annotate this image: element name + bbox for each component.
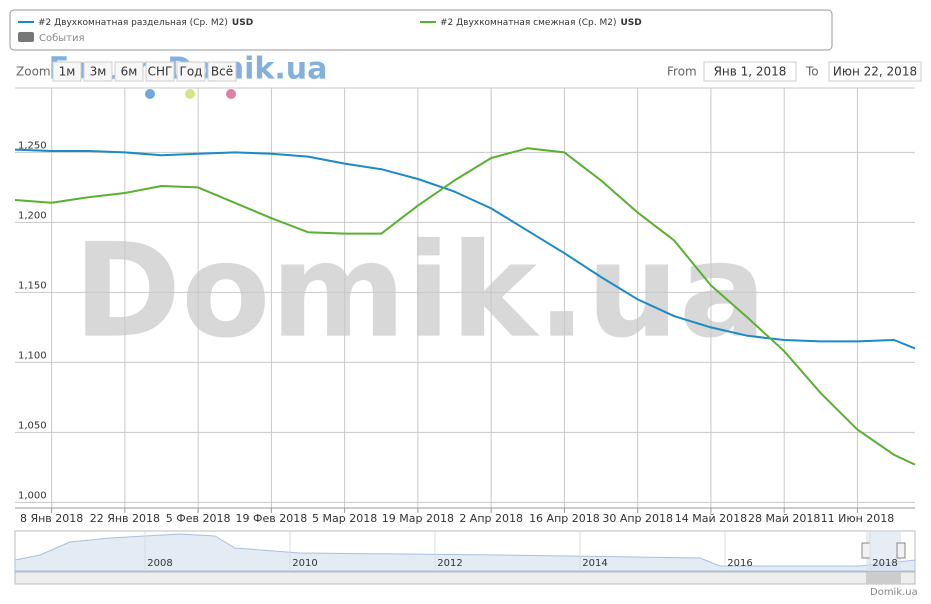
navigator-window[interactable] [866, 531, 901, 571]
dot [226, 89, 236, 99]
y-tick-label: 1,200 [18, 210, 47, 221]
zoom-button-bg [207, 61, 237, 82]
x-tick-label: 11 Июн 2018 [821, 512, 895, 525]
watermark: Domik.ua [73, 215, 766, 367]
legend-name: #2 Двухкомнатная раздельная (Ср. М2) [38, 18, 228, 28]
navigator-handle[interactable] [861, 542, 871, 559]
zoom-button-bg [114, 61, 144, 82]
x-tick-label: 2 Апр 2018 [459, 512, 523, 525]
x-tick-label: 19 Фев 2018 [236, 512, 308, 525]
navigator-year: 2010 [292, 558, 317, 569]
x-tick-label: 30 Апр 2018 [602, 512, 673, 525]
zoom-button[interactable]: Всё [207, 61, 237, 82]
zoom-button[interactable]: Год [176, 61, 206, 82]
x-tick-label: 22 Янв 2018 [90, 512, 160, 525]
plot-area: 1,000 1,050 1,100 1,150 1,200 1,250 8 Янв 2018… [14, 87, 916, 525]
zoom-button-bg [83, 61, 113, 82]
credits[interactable]: Domik.ua [870, 587, 918, 598]
y-tick-label: 1,100 [18, 350, 47, 361]
x-tick-label: 5 Фев 2018 [166, 512, 231, 525]
zoom-button-label: Год [180, 65, 203, 79]
scrollbar-thumb[interactable] [866, 572, 901, 584]
x-tick-label: 8 Янв 2018 [20, 512, 83, 525]
legend-box [9, 9, 833, 51]
dot [185, 89, 195, 99]
navigator-year: 2014 [582, 558, 607, 569]
legend-unit: USD [620, 18, 641, 28]
zoom-button[interactable]: 3м [83, 61, 113, 82]
zoom-button-label: 6м [121, 65, 138, 79]
from-label: From [667, 65, 697, 79]
zoom-button-bg [52, 61, 82, 82]
to-value[interactable]: Июн 22, 2018 [833, 65, 917, 79]
x-tick-label: 14 Май 2018 [675, 512, 747, 525]
y-tick-label: 1,150 [18, 280, 47, 291]
x-tick-label: 16 Апр 2018 [529, 512, 600, 525]
to-input[interactable] [828, 61, 922, 82]
zoom-button-bg [145, 61, 175, 82]
from-input[interactable] [703, 61, 797, 82]
legend-unit: USD [232, 18, 253, 28]
zoom-button-label: 1м [59, 65, 76, 79]
navigator-year: 2012 [437, 558, 462, 569]
y-tick-label: 1,250 [18, 140, 47, 151]
navigator-year: 2018 [872, 558, 897, 569]
events-label[interactable]: События [39, 33, 85, 44]
x-tick-label: 5 Мар 2018 [312, 512, 377, 525]
zoom-button[interactable]: 1м [52, 61, 82, 82]
zoom-button-label: 3м [90, 65, 107, 79]
scrollbar[interactable] [14, 571, 916, 585]
zoom-button-label: Всё [211, 65, 233, 79]
navigator-area [14, 533, 916, 572]
x-tick-label: 28 Май 2018 [748, 512, 820, 525]
legend-item[interactable]: #2 Двухкомнатная смежная (Ср. М2) USD [440, 18, 642, 28]
legend-item[interactable]: #2 Двухкомнатная раздельная (Ср. М2) USD [38, 18, 253, 28]
zoom-button-label: СНГ [148, 65, 173, 79]
series-line [14, 148, 916, 350]
dot [145, 89, 155, 99]
zoom-button[interactable]: СНГ [145, 61, 175, 82]
y-tick-label: 1,000 [18, 490, 47, 501]
zoom-label: Zoom [16, 65, 51, 79]
x-tick-label: 19 Мар 2018 [382, 512, 454, 525]
zoom-button-bg [176, 61, 206, 82]
series-line [14, 147, 916, 466]
zoom-button[interactable]: 6м [114, 61, 144, 82]
to-label: To [805, 65, 819, 79]
from-value[interactable]: Янв 1, 2018 [714, 65, 787, 79]
navigator-year: 2008 [147, 558, 172, 569]
legend-name: #2 Двухкомнатная смежная (Ср. М2) [440, 18, 616, 28]
y-tick-label: 1,050 [18, 420, 47, 431]
navigator-year: 2016 [727, 558, 752, 569]
events-icon [18, 32, 34, 42]
navigator-handle[interactable] [896, 542, 906, 559]
